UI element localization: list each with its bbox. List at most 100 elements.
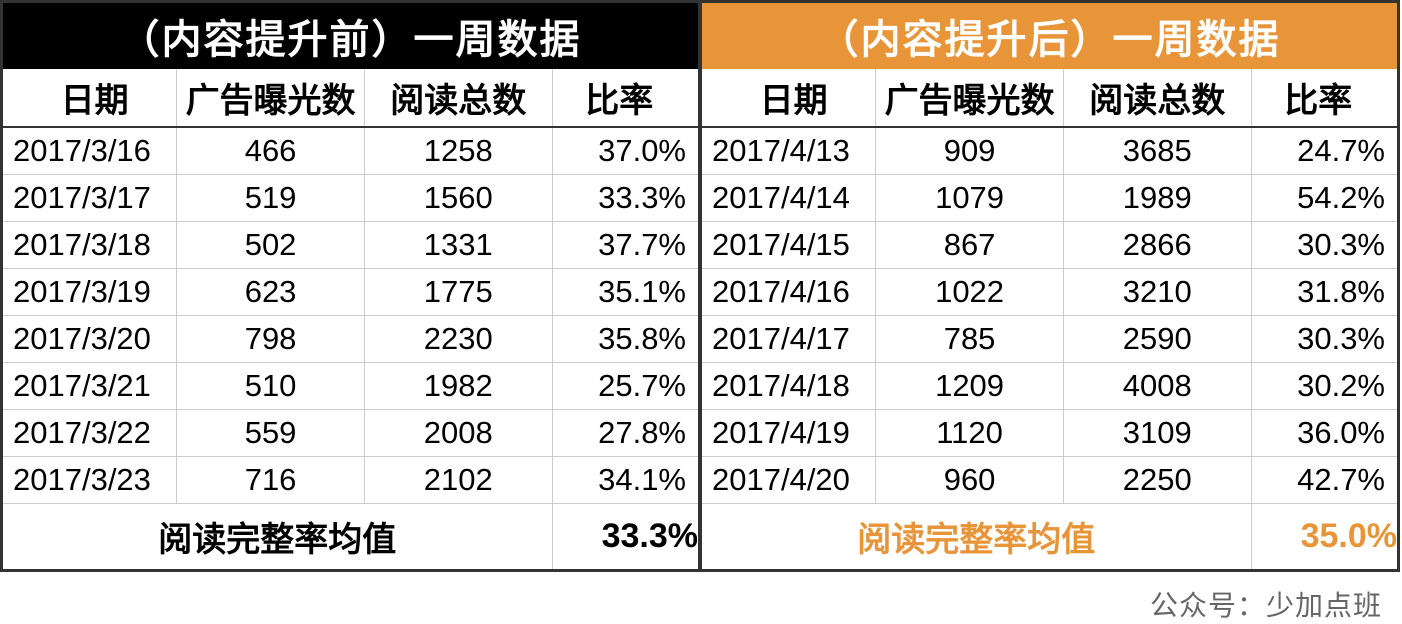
cell: 2017/4/18 xyxy=(702,363,876,410)
summary-row: 阅读完整率均值35.0% xyxy=(702,504,1397,570)
table-row: 2017/4/15867286630.3% xyxy=(702,222,1397,269)
cell: 559 xyxy=(177,410,365,457)
cell: 2102 xyxy=(364,457,552,504)
cell: 35.1% xyxy=(552,269,698,316)
cell: 2017/3/20 xyxy=(3,316,177,363)
cell: 54.2% xyxy=(1251,175,1397,222)
cell: 623 xyxy=(177,269,365,316)
cell: 2250 xyxy=(1063,457,1251,504)
cell: 2017/4/16 xyxy=(702,269,876,316)
cell: 2866 xyxy=(1063,222,1251,269)
table-row: 2017/3/21510198225.7% xyxy=(3,363,698,410)
cell: 2017/3/22 xyxy=(3,410,177,457)
cell: 34.1% xyxy=(552,457,698,504)
table-row: 2017/3/16466125837.0% xyxy=(3,127,698,175)
cell: 867 xyxy=(876,222,1064,269)
table-row: 2017/3/23716210234.1% xyxy=(3,457,698,504)
cell: 466 xyxy=(177,127,365,175)
summary-row: 阅读完整率均值33.3% xyxy=(3,504,698,570)
cell: 24.7% xyxy=(1251,127,1397,175)
cell: 3109 xyxy=(1063,410,1251,457)
cell: 1982 xyxy=(364,363,552,410)
col-header-ratio: 比率 xyxy=(552,69,698,127)
cell: 3210 xyxy=(1063,269,1251,316)
col-header-reads: 阅读总数 xyxy=(1063,69,1251,127)
cell: 3685 xyxy=(1063,127,1251,175)
cell: 30.3% xyxy=(1251,316,1397,363)
cell: 2017/4/13 xyxy=(702,127,876,175)
cell: 2017/4/19 xyxy=(702,410,876,457)
cell: 4008 xyxy=(1063,363,1251,410)
cell: 1120 xyxy=(876,410,1064,457)
cell: 37.7% xyxy=(552,222,698,269)
table-before-header-row: 日期 广告曝光数 阅读总数 比率 xyxy=(3,69,698,127)
cell: 33.3% xyxy=(552,175,698,222)
cell: 785 xyxy=(876,316,1064,363)
col-header-reads: 阅读总数 xyxy=(364,69,552,127)
cell: 1079 xyxy=(876,175,1064,222)
table-row: 2017/3/19623177535.1% xyxy=(3,269,698,316)
cell: 2230 xyxy=(364,316,552,363)
table-before-data: 日期 广告曝光数 阅读总数 比率 2017/3/16466125837.0%20… xyxy=(3,69,698,569)
table-row: 2017/3/22559200827.8% xyxy=(3,410,698,457)
col-header-ratio: 比率 xyxy=(1251,69,1397,127)
col-header-exposure: 广告曝光数 xyxy=(177,69,365,127)
table-after-data: 日期 广告曝光数 阅读总数 比率 2017/4/13909368524.7%20… xyxy=(702,69,1397,569)
cell: 42.7% xyxy=(1251,457,1397,504)
table-row: 2017/4/181209400830.2% xyxy=(702,363,1397,410)
cell: 31.8% xyxy=(1251,269,1397,316)
table-row: 2017/4/141079198954.2% xyxy=(702,175,1397,222)
cell: 25.7% xyxy=(552,363,698,410)
cell: 798 xyxy=(177,316,365,363)
cell: 36.0% xyxy=(1251,410,1397,457)
cell: 1209 xyxy=(876,363,1064,410)
cell: 1775 xyxy=(364,269,552,316)
cell: 1258 xyxy=(364,127,552,175)
cell: 2017/3/23 xyxy=(3,457,177,504)
summary-value: 35.0% xyxy=(1251,504,1397,570)
cell: 909 xyxy=(876,127,1064,175)
table-row: 2017/4/17785259030.3% xyxy=(702,316,1397,363)
cell: 2017/4/14 xyxy=(702,175,876,222)
table-row: 2017/3/17519156033.3% xyxy=(3,175,698,222)
table-before: （内容提升前）一周数据 日期 广告曝光数 阅读总数 比率 2017/3/1646… xyxy=(0,0,700,572)
cell: 716 xyxy=(177,457,365,504)
cell: 27.8% xyxy=(552,410,698,457)
cell: 519 xyxy=(177,175,365,222)
table-row: 2017/3/18502133137.7% xyxy=(3,222,698,269)
cell: 30.2% xyxy=(1251,363,1397,410)
cell: 2017/3/21 xyxy=(3,363,177,410)
cell: 1560 xyxy=(364,175,552,222)
summary-value: 33.3% xyxy=(552,504,698,570)
table-row: 2017/4/161022321031.8% xyxy=(702,269,1397,316)
cell: 30.3% xyxy=(1251,222,1397,269)
cell: 510 xyxy=(177,363,365,410)
table-row: 2017/4/20960225042.7% xyxy=(702,457,1397,504)
table-after-title: （内容提升后）一周数据 xyxy=(702,3,1397,69)
col-header-exposure: 广告曝光数 xyxy=(876,69,1064,127)
cell: 2017/4/17 xyxy=(702,316,876,363)
credit-text: 公众号：少加点班 xyxy=(0,572,1402,624)
cell: 1022 xyxy=(876,269,1064,316)
comparison-container: （内容提升前）一周数据 日期 广告曝光数 阅读总数 比率 2017/3/1646… xyxy=(0,0,1400,572)
cell: 502 xyxy=(177,222,365,269)
cell: 2017/3/18 xyxy=(3,222,177,269)
cell: 2590 xyxy=(1063,316,1251,363)
table-row: 2017/4/13909368524.7% xyxy=(702,127,1397,175)
summary-label: 阅读完整率均值 xyxy=(3,504,552,570)
cell: 1989 xyxy=(1063,175,1251,222)
cell: 37.0% xyxy=(552,127,698,175)
summary-label: 阅读完整率均值 xyxy=(702,504,1251,570)
table-after-header-row: 日期 广告曝光数 阅读总数 比率 xyxy=(702,69,1397,127)
cell: 2008 xyxy=(364,410,552,457)
col-header-date: 日期 xyxy=(702,69,876,127)
col-header-date: 日期 xyxy=(3,69,177,127)
cell: 35.8% xyxy=(552,316,698,363)
cell: 2017/4/15 xyxy=(702,222,876,269)
cell: 2017/3/17 xyxy=(3,175,177,222)
table-before-title: （内容提升前）一周数据 xyxy=(3,3,698,69)
cell: 2017/3/19 xyxy=(3,269,177,316)
cell: 2017/4/20 xyxy=(702,457,876,504)
cell: 960 xyxy=(876,457,1064,504)
cell: 2017/3/16 xyxy=(3,127,177,175)
